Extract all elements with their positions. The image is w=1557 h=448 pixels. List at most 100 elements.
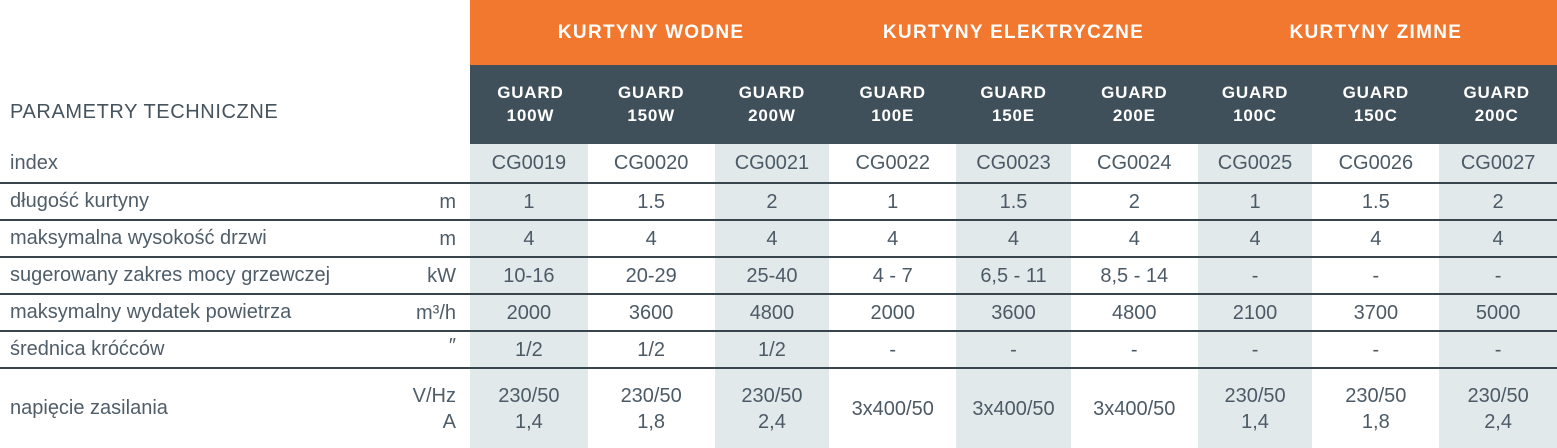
cell: 6,5 - 11 bbox=[953, 258, 1074, 293]
cell: - bbox=[1194, 258, 1316, 293]
cell: 230/50 2,4 bbox=[711, 369, 833, 448]
cell: 2000 bbox=[470, 295, 591, 330]
cell: CG0026 bbox=[1315, 144, 1437, 182]
row-unit: m bbox=[439, 227, 456, 250]
cell: 230/50 1,4 bbox=[1194, 369, 1316, 448]
cell: 20-29 bbox=[590, 258, 712, 293]
cell: 1.5 bbox=[953, 184, 1074, 219]
cell: 3x400/50 bbox=[832, 369, 954, 448]
model-variant: 150E bbox=[992, 105, 1035, 125]
cell: 4 bbox=[1194, 221, 1316, 256]
cell: 4 bbox=[1436, 221, 1557, 256]
model-variant: 100W bbox=[506, 105, 555, 125]
row-cells: 1 1.5 2 1 1.5 2 1 1.5 2 bbox=[470, 184, 1557, 219]
model-variant: 200E bbox=[1112, 105, 1156, 125]
group-header-band: KURTYNY WODNE KURTYNY ELEKTRYCZNE KURTYNY … bbox=[470, 0, 1557, 65]
cell: 2 bbox=[711, 184, 833, 219]
row-label: długość kurtyny bbox=[10, 190, 149, 212]
cell: 1/2 bbox=[711, 332, 833, 367]
row-label-cell: długość kurtyny m bbox=[0, 184, 470, 219]
model-header-5: GUARD 150E bbox=[953, 65, 1074, 144]
cell: CG0021 bbox=[711, 144, 833, 182]
cell: 10-16 bbox=[470, 258, 591, 293]
cell: 2 bbox=[1073, 184, 1195, 219]
model-name: GUARD bbox=[859, 82, 926, 102]
model-header-3: GUARD 200W bbox=[712, 65, 833, 144]
table-body: index CG0019 CG0020 CG0021 CG0022 CG0023 CG002… bbox=[0, 144, 1557, 448]
cell: CG0023 bbox=[953, 144, 1074, 182]
row-label-cell: maksymalna wysokość drzwi m bbox=[0, 221, 470, 256]
group-header-2: KURTYNY ELEKTRYCZNE bbox=[882, 21, 1145, 43]
row-label: maksymalny wydatek powietrza bbox=[10, 301, 292, 323]
cell: 1.5 bbox=[590, 184, 712, 219]
row-label: średnica króćców bbox=[10, 338, 165, 360]
cell: CG0019 bbox=[470, 144, 591, 182]
model-variant: 100E bbox=[871, 105, 915, 125]
row-cells: 10-16 20-29 25-40 4 - 7 6,5 - 11 8,5 - 14- - - bbox=[470, 258, 1557, 293]
cell: 5000 bbox=[1436, 295, 1557, 330]
model-name: GUARD bbox=[1221, 82, 1289, 102]
model-name: GUARD bbox=[497, 82, 564, 102]
cell: - bbox=[832, 332, 954, 367]
cell: 1 bbox=[1194, 184, 1316, 219]
cell: 3600 bbox=[953, 295, 1074, 330]
cell: 3700 bbox=[1315, 295, 1437, 330]
row-cells: CG0019 CG0020 CG0021 CG0022 CG0023 CG0024 CG00… bbox=[470, 144, 1557, 182]
model-header-band: GUARD 100W GUARD 150W GUARD 200W GUARD 100E GUAR… bbox=[470, 65, 1557, 144]
group-header-1: KURTYNY WODNE bbox=[557, 21, 745, 43]
cell: CG0025 bbox=[1194, 144, 1316, 182]
model-name: GUARD bbox=[738, 82, 806, 102]
row-label-cell: index bbox=[0, 144, 470, 182]
row-label-cell: napięcie zasilania V/Hz A bbox=[0, 369, 470, 448]
table-row-napi-cie-zasilania: napięcie zasilania V/Hz A 230/50 1,4 230/50… bbox=[0, 369, 1557, 448]
model-header-8: GUARD 150C bbox=[1315, 65, 1436, 144]
table-row-d-ugo-kurtyny: długość kurtyny m 1 1.5 2 1 1.5 2 1 1.5 2 bbox=[0, 184, 1557, 221]
cell: - bbox=[1436, 332, 1557, 367]
cell: CG0027 bbox=[1436, 144, 1557, 182]
model-header-1: GUARD 100W bbox=[470, 65, 591, 144]
cell: 230/50 1,4 bbox=[470, 369, 591, 448]
model-name: GUARD bbox=[1101, 82, 1168, 102]
row-cells: 1/2 1/2 1/2- - - - - - bbox=[470, 332, 1557, 367]
cell: 8,5 - 14 bbox=[1073, 258, 1195, 293]
cell: 4 bbox=[711, 221, 833, 256]
model-variant: 150C bbox=[1353, 105, 1398, 125]
row-cells: 2000 3600 4800 2000 3600 4800 2100 3700 5000 bbox=[470, 295, 1557, 330]
cell: 4 bbox=[832, 221, 954, 256]
model-header-9: GUARD 200C bbox=[1436, 65, 1557, 144]
cell: 3600 bbox=[590, 295, 712, 330]
cell: - bbox=[953, 332, 1074, 367]
cell: - bbox=[1073, 332, 1195, 367]
cell: - bbox=[1315, 258, 1437, 293]
model-variant: 200W bbox=[748, 105, 796, 125]
cell: 1.5 bbox=[1315, 184, 1437, 219]
model-header-7: GUARD 100C bbox=[1195, 65, 1316, 144]
cell: CG0024 bbox=[1073, 144, 1195, 182]
row-label-cell: sugerowany zakres mocy grzewczej kW bbox=[0, 258, 470, 293]
model-header-2: GUARD 150W bbox=[591, 65, 712, 144]
cell: 1/2 bbox=[470, 332, 591, 367]
cell: CG0020 bbox=[590, 144, 712, 182]
cell: 4 bbox=[1315, 221, 1437, 256]
table-row-sugerowany-zakres-mocy-grzewczej: sugerowany zakres mocy grzewczej kW 10-16 2… bbox=[0, 258, 1557, 295]
group-header-3: KURTYNY ZIMNE bbox=[1289, 21, 1463, 43]
model-name: GUARD bbox=[1342, 82, 1409, 102]
cell: 4800 bbox=[1073, 295, 1195, 330]
cell: 2000 bbox=[832, 295, 954, 330]
cell: 1 bbox=[832, 184, 954, 219]
cell: 4 bbox=[953, 221, 1074, 256]
cell: 230/50 1,8 bbox=[590, 369, 712, 448]
row-unit: kW bbox=[427, 264, 456, 287]
row-cells: 230/50 1,4 230/50 1,8 230/50 2,4 3x400/50 3x… bbox=[470, 369, 1557, 448]
cell: 4 bbox=[470, 221, 591, 256]
model-header-4: GUARD 100E bbox=[832, 65, 953, 144]
title-cell: PARAMETRY TECHNICZNE bbox=[0, 0, 470, 144]
cell: 2 bbox=[1436, 184, 1557, 219]
cell: 25-40 bbox=[711, 258, 833, 293]
table-row-maksymalna-wysoko-drzwi: maksymalna wysokość drzwi m 4 4 4 4 4 4 4 4 4 bbox=[0, 221, 1557, 258]
row-unit: ″ bbox=[448, 335, 456, 357]
page-title: PARAMETRY TECHNICZNE bbox=[10, 101, 279, 123]
model-variant: 200C bbox=[1474, 105, 1519, 125]
